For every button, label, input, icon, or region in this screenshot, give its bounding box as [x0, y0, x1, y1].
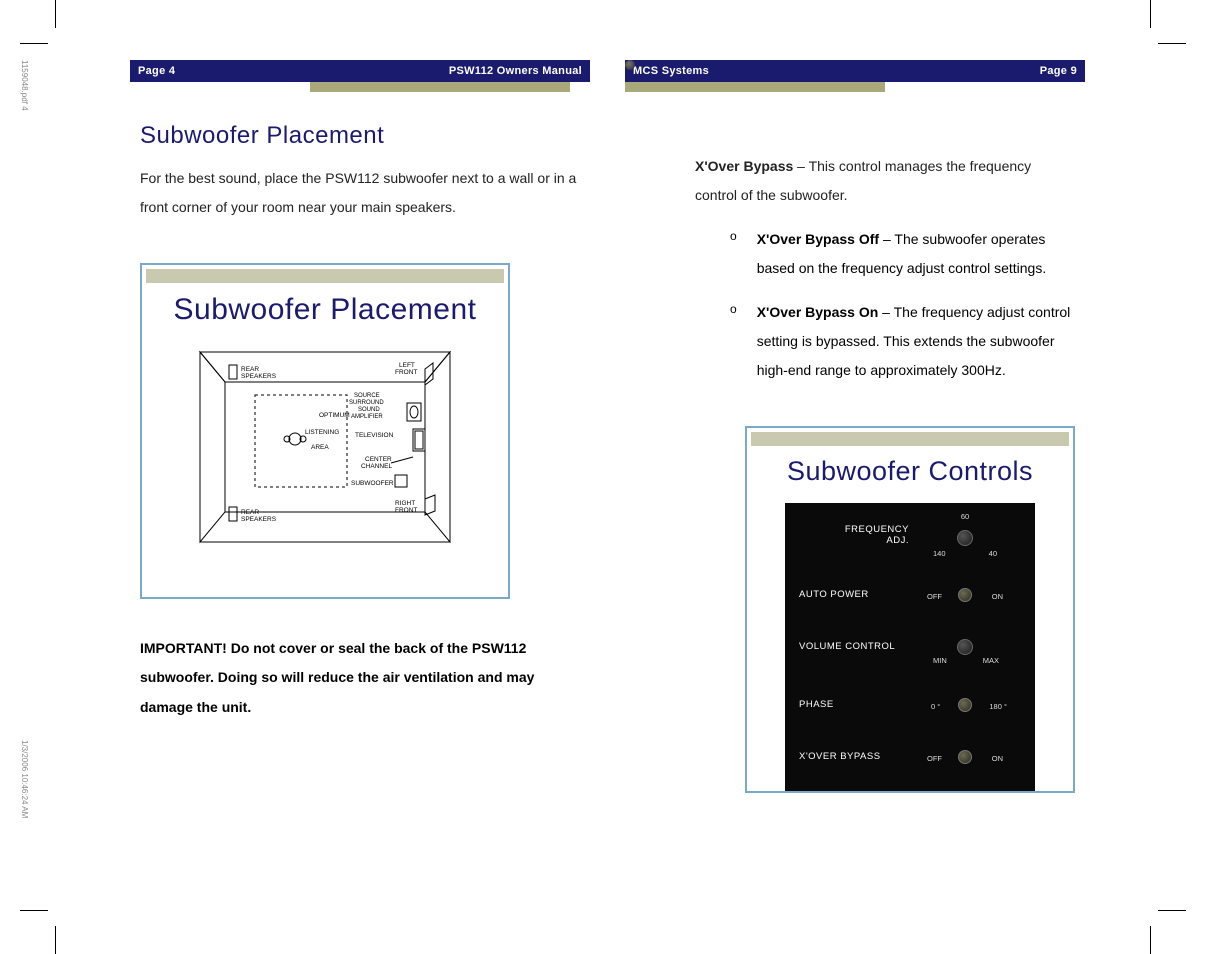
crop-mark — [1158, 43, 1186, 44]
svg-text:LISTENING: LISTENING — [305, 429, 339, 436]
off-label-2: OFF — [927, 754, 942, 763]
freq-knob-area: 60 140 40 — [909, 524, 1021, 546]
right-body: X'Over Bypass – This control manages the… — [625, 92, 1085, 793]
volume-knob[interactable] — [957, 639, 973, 655]
controls-figure: Subwoofer Controls FREQUENCY ADJ. 60 140… — [745, 426, 1075, 793]
freq-label: FREQUENCY ADJ. — [799, 524, 909, 546]
phase-row: PHASE 0 ° 180 ° — [799, 687, 1021, 723]
figure-title: Subwoofer Placement — [142, 293, 508, 327]
bullet-list: o X'Over Bypass Off – The subwoofer oper… — [730, 225, 1075, 386]
svg-text:SOUND: SOUND — [358, 407, 380, 413]
crop-mark — [20, 43, 48, 44]
intro-text: For the best sound, place the PSW112 sub… — [140, 164, 580, 223]
svg-text:SUBWOOFER: SUBWOOFER — [351, 480, 394, 487]
left-header: Page 4 PSW112 Owners Manual — [130, 60, 590, 82]
svg-text:CHANNEL: CHANNEL — [361, 463, 392, 470]
svg-text:FRONT: FRONT — [395, 507, 417, 514]
min-label: MIN — [933, 656, 947, 665]
important-warning: IMPORTANT! Do not cover or seal the back… — [140, 634, 580, 722]
svg-text:SOURCE: SOURCE — [354, 393, 380, 399]
figure-accent — [146, 269, 504, 283]
autopower-row: AUTO POWER OFF ON — [799, 577, 1021, 613]
pdf-filename: 1159048.pdf 4 — [20, 60, 29, 111]
label-rear-top: REAR — [241, 366, 259, 373]
left-body: Subwoofer Placement For the best sound, … — [130, 92, 590, 722]
autopower-label: AUTO POWER — [799, 589, 909, 600]
room-diagram: REAR SPEAKERS REAR SPEAKERS LEFT FRONT R… — [195, 347, 455, 547]
svg-text:FRONT: FRONT — [395, 369, 417, 376]
svg-text:TELEVISION: TELEVISION — [355, 432, 394, 439]
xover-bold: X'Over Bypass — [695, 158, 793, 174]
xover-intro: X'Over Bypass – This control manages the… — [695, 152, 1075, 211]
crop-mark — [1158, 910, 1186, 911]
phase-area: 0 ° 180 ° — [909, 698, 1021, 712]
svg-text:AMPLIFIER: AMPLIFIER — [351, 414, 383, 420]
svg-text:SPEAKERS: SPEAKERS — [241, 516, 277, 523]
svg-text:CENTER: CENTER — [365, 456, 392, 463]
phase-label: PHASE — [799, 699, 909, 710]
autopower-area: OFF ON — [909, 588, 1021, 602]
controls-title: Subwoofer Controls — [747, 456, 1073, 487]
volume-row: VOLUME CONTROL MIN MAX — [799, 629, 1021, 665]
freq-knob[interactable] — [957, 530, 973, 546]
deg180: 180 ° — [989, 702, 1007, 711]
volume-label: VOLUME CONTROL — [799, 641, 909, 652]
figure-accent — [751, 432, 1069, 446]
autopower-switch[interactable] — [958, 588, 972, 602]
xover-area: OFF ON — [909, 750, 1021, 764]
crop-mark — [55, 926, 56, 954]
list-item: o X'Over Bypass Off – The subwoofer oper… — [730, 225, 1075, 284]
svg-text:OPTIMUM: OPTIMUM — [319, 412, 350, 419]
freq-40: 40 — [989, 549, 997, 558]
pdf-timestamp: 1/3/2006 10:46:24 AM — [20, 740, 29, 818]
svg-text:SPEAKERS: SPEAKERS — [241, 373, 277, 380]
deg0: 0 ° — [931, 702, 940, 711]
section-title: Subwoofer Placement — [140, 122, 580, 150]
bullet-text: X'Over Bypass On – The frequency adjust … — [757, 298, 1075, 386]
header-accent — [310, 82, 570, 92]
freq-60: 60 — [961, 512, 969, 521]
svg-text:RIGHT: RIGHT — [395, 500, 415, 507]
frequency-row: FREQUENCY ADJ. 60 140 40 — [799, 517, 1021, 553]
off-label: OFF — [927, 592, 942, 601]
bullet-icon: o — [730, 229, 737, 284]
placement-figure: Subwoofer Placement REAR SPEAKERS REAR S… — [140, 263, 510, 599]
bullet-icon: o — [730, 302, 737, 386]
screw-icon — [625, 60, 635, 70]
freq-140: 140 — [933, 549, 946, 558]
max-label: MAX — [983, 656, 999, 665]
crop-mark — [1150, 0, 1151, 28]
controls-panel: FREQUENCY ADJ. 60 140 40 AUTO POWER OFF — [785, 503, 1035, 791]
on-label: ON — [992, 592, 1003, 601]
right-header: MCS Systems Page 9 — [625, 60, 1085, 82]
xover-row: X'OVER BYPASS OFF ON — [799, 739, 1021, 775]
header-accent-right — [625, 82, 885, 92]
brand-label: MCS Systems — [633, 65, 709, 77]
list-item: o X'Over Bypass On – The frequency adjus… — [730, 298, 1075, 386]
on-label-2: ON — [992, 754, 1003, 763]
bullet-text: X'Over Bypass Off – The subwoofer operat… — [757, 225, 1075, 284]
volume-area: MIN MAX — [909, 639, 1021, 655]
svg-text:SURROUND: SURROUND — [349, 400, 384, 406]
svg-text:LEFT: LEFT — [399, 362, 415, 369]
xover-label: X'OVER BYPASS — [799, 751, 909, 762]
page-number-right: Page 9 — [1040, 65, 1077, 77]
xover-switch[interactable] — [958, 750, 972, 764]
right-page: MCS Systems Page 9 X'Over Bypass – This … — [625, 60, 1085, 793]
label-rear-bottom: REAR — [241, 509, 259, 516]
crop-mark — [55, 0, 56, 28]
left-page: Page 4 PSW112 Owners Manual Subwoofer Pl… — [130, 60, 590, 722]
manual-title: PSW112 Owners Manual — [449, 65, 582, 77]
phase-switch[interactable] — [958, 698, 972, 712]
crop-mark — [20, 910, 48, 911]
crop-mark — [1150, 926, 1151, 954]
page-number-left: Page 4 — [138, 65, 175, 77]
svg-text:AREA: AREA — [311, 444, 329, 451]
